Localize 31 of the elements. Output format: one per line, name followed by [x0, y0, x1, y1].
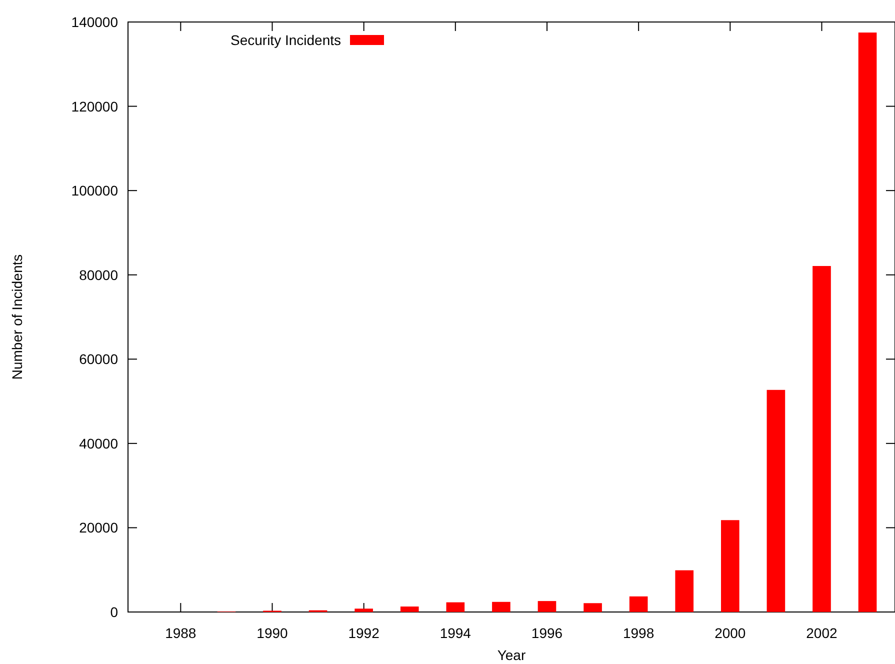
bar	[492, 602, 510, 612]
x-tick-label: 1998	[622, 625, 654, 641]
y-tick-label: 100000	[71, 182, 118, 199]
bar	[584, 603, 602, 612]
y-tick-label: 40000	[79, 435, 118, 452]
y-tick-label: 0	[110, 604, 118, 620]
y-tick-label: 20000	[79, 520, 118, 536]
bar	[720, 520, 740, 612]
bar	[675, 570, 694, 612]
x-tick-label: 1996	[531, 625, 563, 641]
x-tick-label: 1990	[256, 625, 288, 641]
x-tick-label: 1992	[348, 625, 380, 641]
legend-label: Security Incidents	[230, 32, 341, 48]
y-tick-label: 80000	[79, 266, 118, 283]
bar	[400, 606, 419, 612]
bar	[538, 601, 556, 612]
y-tick-label: 140000	[71, 14, 118, 30]
x-tick-label: 1988	[165, 625, 196, 641]
bar	[354, 608, 373, 612]
bar	[446, 602, 465, 612]
x-axis-title: Year	[497, 647, 526, 663]
x-tick-label: 2002	[806, 625, 838, 641]
x-tick-label: 2000	[714, 625, 746, 641]
bar	[812, 266, 831, 612]
y-tick-label: 60000	[79, 351, 118, 368]
bar	[766, 390, 786, 612]
x-tick-label: 1994	[440, 625, 472, 641]
y-tick-label: 120000	[71, 98, 118, 114]
y-axis-title: Number of Incidents	[9, 254, 25, 380]
bar	[629, 596, 648, 612]
bar	[858, 32, 877, 612]
